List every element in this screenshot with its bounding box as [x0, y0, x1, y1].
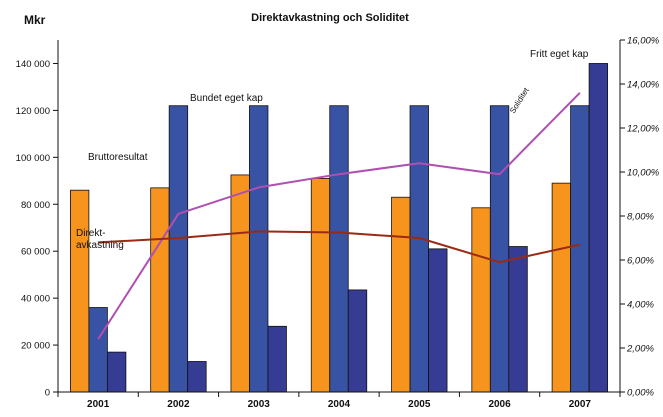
bar-series-2-2007 — [589, 63, 608, 392]
annotation-bundet-eget-kap: Bundet eget kap — [190, 93, 263, 104]
bar-series-1-2003 — [249, 106, 268, 392]
x-tick-label-2003: 2003 — [248, 399, 271, 410]
left-tick-label-2: 40 000 — [21, 294, 50, 305]
left-tick-label-3: 60 000 — [21, 247, 50, 258]
bar-series-0-2006 — [472, 208, 491, 392]
annotation-direkt-line2: avkastning — [76, 240, 124, 251]
annotation-fritt-eget-kap: Fritt eget kap — [530, 49, 589, 60]
left-axis-ticks: 0 20 000 40 000 60 000 80 000 100 000 120 000 1… — [16, 59, 58, 399]
right-axis-ticks: 0,00% 2,00% 4,00% 6,00% 8,00% 10,00% 12,00% 14,… — [620, 36, 660, 399]
right-tick-label-5: 10,00% — [627, 168, 660, 179]
x-tick-label-2006: 2006 — [488, 399, 511, 410]
x-tick-label-2005: 2005 — [408, 399, 431, 410]
left-tick-label-1: 20 000 — [21, 341, 50, 352]
right-tick-label-1: 2,00% — [626, 344, 654, 355]
left-tick-label-6: 120 000 — [16, 106, 50, 117]
right-tick-label-0: 0,00% — [627, 388, 654, 399]
bar-series-1-2007 — [571, 106, 590, 392]
bar-series-1-2004 — [330, 106, 349, 392]
left-tick-label-5: 100 000 — [16, 153, 50, 164]
bar-series-0-2001 — [70, 190, 89, 392]
right-tick-label-2: 4,00% — [627, 300, 654, 311]
bar-series-1-2001 — [89, 308, 108, 392]
right-tick-label-6: 12,00% — [627, 124, 660, 135]
right-tick-label-3: 6,00% — [627, 256, 654, 267]
x-tick-label-2002: 2002 — [167, 399, 190, 410]
bar-series-0-2004 — [311, 178, 330, 392]
right-tick-label-4: 8,00% — [627, 212, 654, 223]
y-axis-unit-label: Mkr — [24, 13, 46, 27]
bar-series-2-2006 — [509, 247, 528, 392]
bar-series-1-2005 — [410, 106, 429, 392]
annotation-direkt-line1: Direkt- — [76, 228, 105, 239]
x-tick-label-2004: 2004 — [328, 399, 351, 410]
right-tick-label-7: 14,00% — [627, 80, 660, 91]
bar-series-2-2005 — [429, 249, 448, 392]
bar-series-2-2003 — [268, 326, 287, 392]
bar-series-1-2002 — [169, 106, 188, 392]
annotation-bruttoresultat: Bruttoresultat — [88, 152, 148, 163]
bar-series-0-2007 — [552, 183, 571, 392]
bar-series-0-2002 — [151, 188, 170, 392]
bar-series-2-2004 — [348, 290, 367, 392]
x-tick-label-2001: 2001 — [87, 399, 110, 410]
right-tick-label-8: 16,00% — [627, 36, 660, 47]
bar-series-2-2001 — [107, 352, 126, 392]
x-axis-ticks: 2001 2002 2003 2004 2005 2006 2007 — [58, 392, 620, 410]
left-tick-label-0: 0 — [45, 388, 50, 399]
bar-series-0-2005 — [392, 197, 411, 392]
left-tick-label-4: 80 000 — [21, 200, 50, 211]
bar-series-0-2003 — [231, 175, 250, 392]
bar-series-1-2006 — [490, 106, 509, 392]
annotation-soliditet: Soliditet — [508, 85, 531, 115]
x-tick-label-2007: 2007 — [569, 399, 592, 410]
bar-series-2-2002 — [188, 361, 207, 392]
bars-layer — [70, 63, 607, 392]
left-tick-label-7: 140 000 — [16, 59, 50, 70]
chart-title: Direktavkastning och Soliditet — [251, 12, 409, 24]
